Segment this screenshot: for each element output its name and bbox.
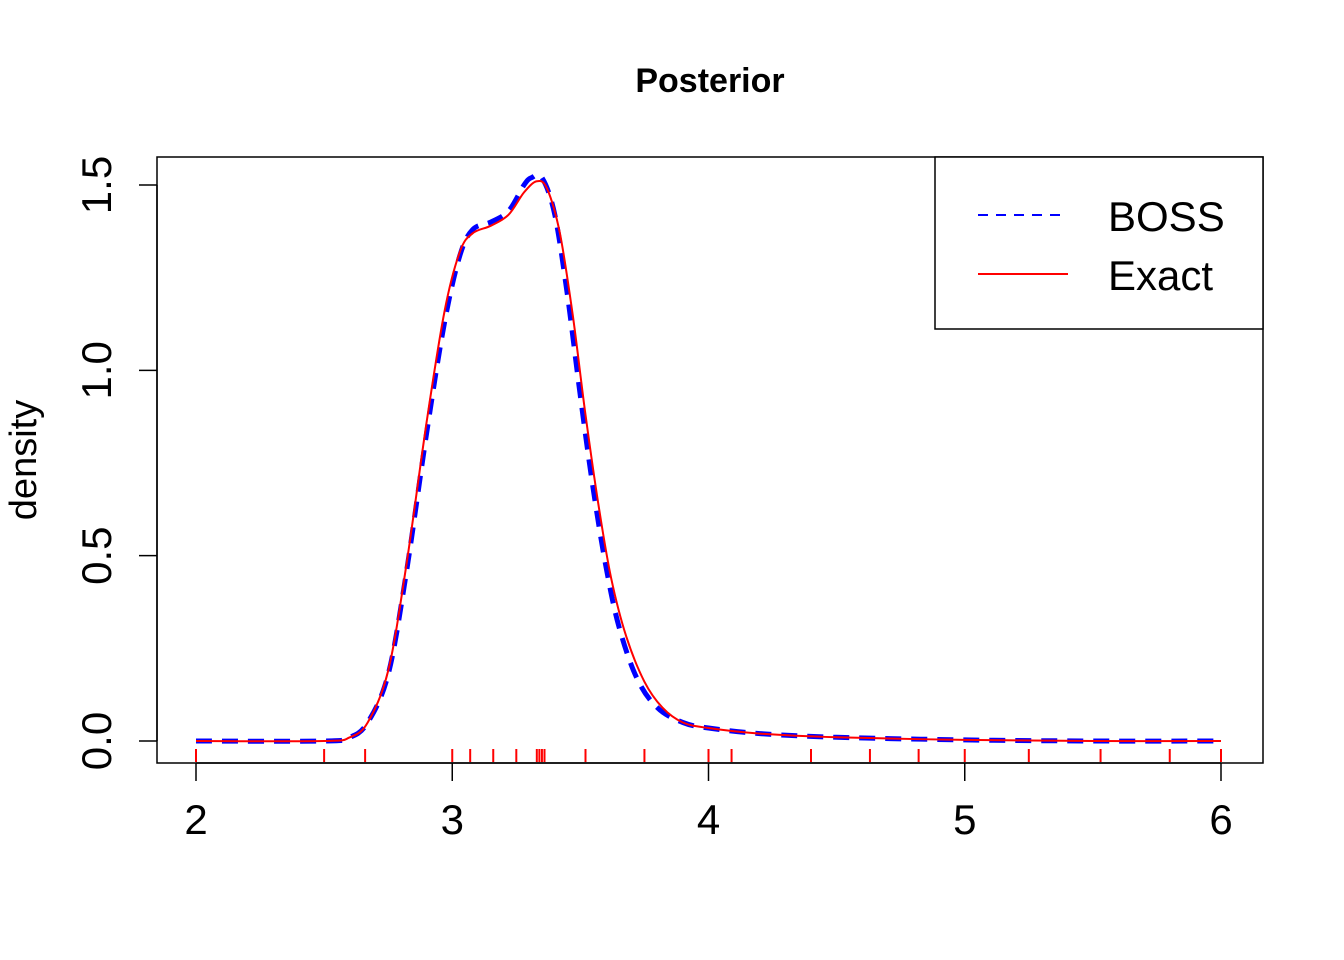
- x-tick-label: 3: [441, 796, 464, 843]
- y-axis-title: density: [3, 400, 45, 520]
- series-layer: [195, 172, 1222, 744]
- legend: BOSS Exact: [934, 156, 1264, 330]
- x-axis: 2 3 4 5 6: [184, 762, 1233, 843]
- y-tick-label: 0.5: [73, 526, 120, 584]
- x-tick-label: 4: [697, 796, 720, 843]
- y-tick-label: 1.0: [73, 341, 120, 399]
- x-tick-label: 6: [1209, 796, 1232, 843]
- chart-title: Posterior: [635, 62, 784, 100]
- rug-marks: [195, 749, 1222, 762]
- legend-label-exact: Exact: [1108, 252, 1213, 299]
- legend-label-boss: BOSS: [1108, 193, 1225, 240]
- y-tick-label: 0.0: [73, 712, 120, 770]
- x-tick-label: 2: [184, 796, 207, 843]
- legend-box: [934, 156, 1264, 330]
- x-tick-label: 5: [953, 796, 976, 843]
- series-line-exact: [195, 179, 1222, 743]
- y-tick-label: 1.5: [73, 156, 120, 214]
- y-axis: 0.0 0.5 1.0 1.5: [73, 156, 158, 770]
